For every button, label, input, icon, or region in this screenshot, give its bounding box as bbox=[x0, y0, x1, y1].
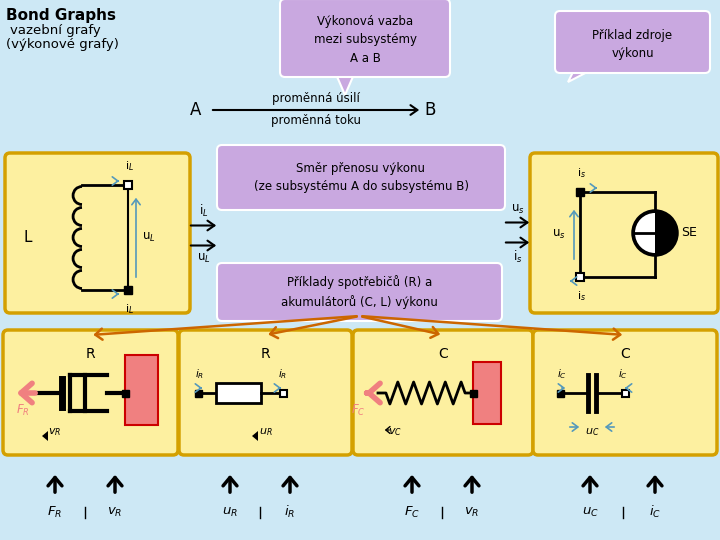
Text: $u_R$: $u_R$ bbox=[222, 505, 238, 518]
FancyBboxPatch shape bbox=[179, 330, 352, 455]
Bar bbox=[473, 362, 501, 424]
Polygon shape bbox=[568, 68, 595, 82]
Text: Bond Graphs: Bond Graphs bbox=[6, 8, 116, 23]
Text: i$_L$: i$_L$ bbox=[199, 204, 208, 219]
Text: Příklady spotřebičů (R) a
akumulátorů (C, L) výkonu: Příklady spotřebičů (R) a akumulátorů (C… bbox=[281, 275, 438, 309]
Text: $u_C$: $u_C$ bbox=[582, 505, 598, 518]
Polygon shape bbox=[252, 431, 258, 441]
Wedge shape bbox=[635, 213, 655, 253]
Text: i$_L$: i$_L$ bbox=[125, 302, 135, 316]
Bar bbox=[125, 355, 158, 425]
Text: i$_s$: i$_s$ bbox=[577, 166, 587, 180]
Bar bbox=[576, 188, 584, 196]
Text: $F_R$: $F_R$ bbox=[16, 403, 30, 418]
Text: i$_L$: i$_L$ bbox=[125, 159, 135, 173]
FancyBboxPatch shape bbox=[530, 153, 718, 313]
Text: proměnná toku: proměnná toku bbox=[271, 114, 361, 127]
Text: R: R bbox=[86, 347, 95, 361]
Circle shape bbox=[633, 211, 677, 255]
Text: $F_C$: $F_C$ bbox=[351, 403, 365, 418]
FancyBboxPatch shape bbox=[353, 330, 533, 455]
Bar bbox=[216, 383, 261, 403]
Text: $v_R$: $v_R$ bbox=[464, 505, 480, 518]
FancyBboxPatch shape bbox=[280, 0, 450, 77]
Text: proměnná úsilí: proměnná úsilí bbox=[272, 92, 360, 105]
Text: C: C bbox=[620, 347, 630, 361]
Text: i$_s$: i$_s$ bbox=[577, 289, 587, 303]
Text: $u_C$: $u_C$ bbox=[585, 426, 599, 438]
Text: $v_R$: $v_R$ bbox=[107, 505, 122, 518]
Text: $v_C$: $v_C$ bbox=[388, 426, 402, 438]
FancyBboxPatch shape bbox=[3, 330, 178, 455]
FancyBboxPatch shape bbox=[217, 263, 502, 321]
Text: $i_R$: $i_R$ bbox=[195, 367, 204, 381]
Text: $v_R$: $v_R$ bbox=[48, 426, 62, 438]
Bar bbox=[469, 389, 477, 396]
Bar bbox=[557, 389, 564, 396]
Text: Příklad zdroje
výkonu: Příklad zdroje výkonu bbox=[593, 29, 672, 59]
Bar bbox=[124, 181, 132, 189]
Text: SE: SE bbox=[681, 226, 697, 240]
Text: $i_C$: $i_C$ bbox=[557, 367, 567, 381]
FancyBboxPatch shape bbox=[533, 330, 717, 455]
Bar bbox=[194, 389, 202, 396]
Text: $F_C$: $F_C$ bbox=[404, 504, 420, 519]
Text: u$_L$: u$_L$ bbox=[197, 252, 210, 265]
Text: u$_s$: u$_s$ bbox=[552, 228, 566, 241]
Text: vazební grafy: vazební grafy bbox=[10, 24, 101, 37]
Text: u$_L$: u$_L$ bbox=[142, 231, 156, 244]
Bar bbox=[279, 389, 287, 396]
Text: $i_C$: $i_C$ bbox=[618, 367, 628, 381]
Text: B: B bbox=[424, 101, 436, 119]
Text: i$_s$: i$_s$ bbox=[513, 248, 522, 265]
Text: C: C bbox=[438, 347, 448, 361]
Bar bbox=[621, 389, 629, 396]
Bar bbox=[576, 273, 584, 281]
FancyBboxPatch shape bbox=[217, 145, 505, 210]
Text: $i_R$: $i_R$ bbox=[284, 504, 296, 520]
Text: L: L bbox=[24, 230, 32, 245]
Text: (výkonové grafy): (výkonové grafy) bbox=[6, 38, 119, 51]
Text: $F_R$: $F_R$ bbox=[48, 504, 63, 519]
Text: Směr přenosu výkonu
(ze subsystému A do subsystému B): Směr přenosu výkonu (ze subsystému A do … bbox=[253, 162, 469, 193]
Bar bbox=[122, 389, 128, 396]
Text: Výkonová vazba
mezi subsystémy
A a B: Výkonová vazba mezi subsystémy A a B bbox=[313, 16, 416, 64]
Text: R: R bbox=[261, 347, 270, 361]
FancyBboxPatch shape bbox=[5, 153, 190, 313]
Text: A: A bbox=[190, 101, 202, 119]
Text: $u_R$: $u_R$ bbox=[259, 426, 273, 438]
FancyBboxPatch shape bbox=[555, 11, 710, 73]
Bar bbox=[124, 286, 132, 294]
Polygon shape bbox=[42, 431, 48, 441]
Polygon shape bbox=[335, 72, 355, 95]
Text: $i_C$: $i_C$ bbox=[649, 504, 661, 520]
Text: u$_s$: u$_s$ bbox=[510, 204, 524, 217]
Text: $i_R$: $i_R$ bbox=[279, 367, 287, 381]
